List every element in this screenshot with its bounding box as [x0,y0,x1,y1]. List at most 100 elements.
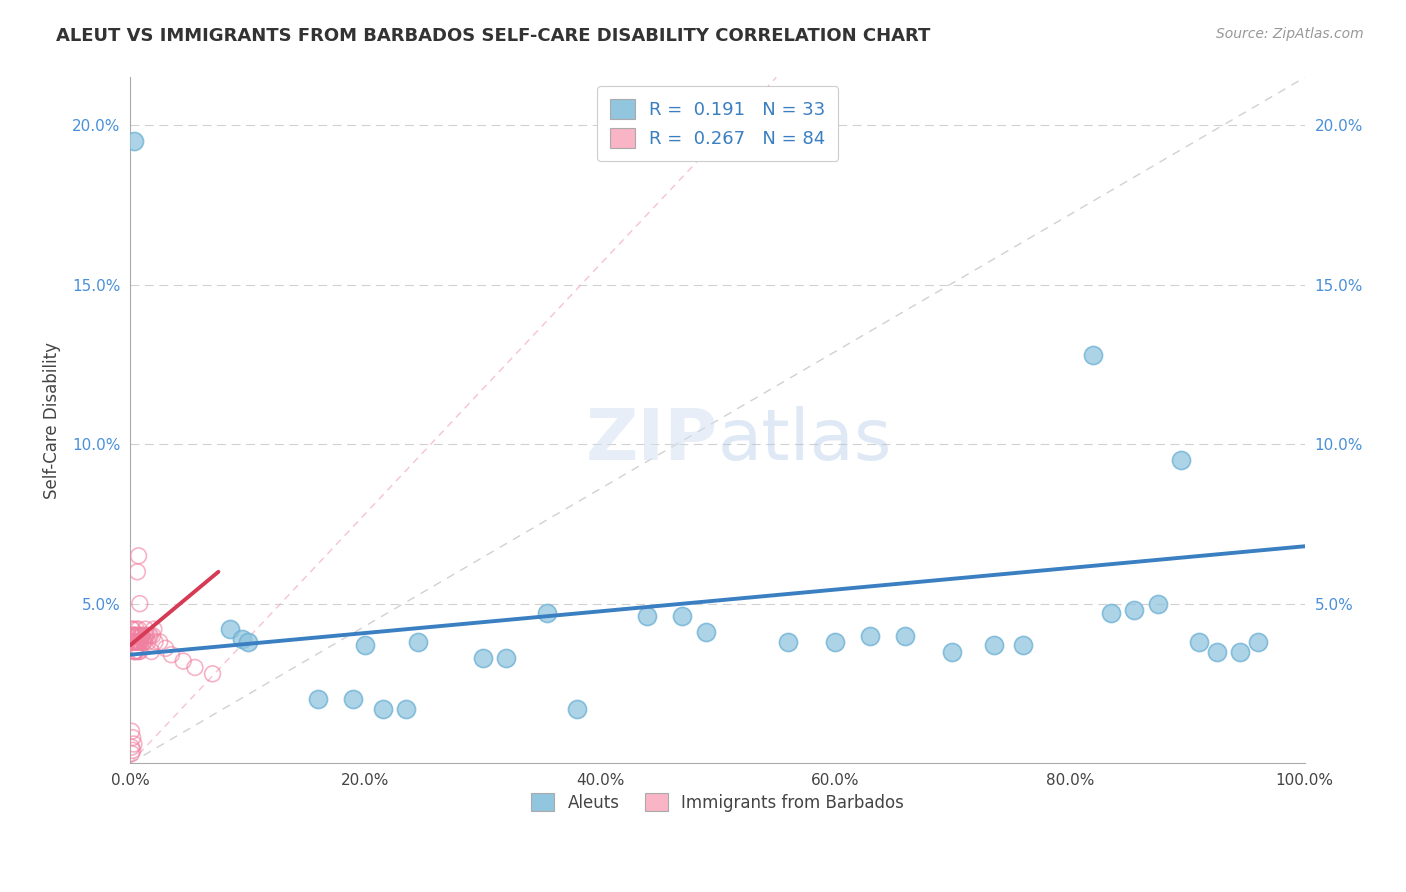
Point [121,740,143,755]
Point [121,731,143,745]
Point [131,629,153,643]
Point [128,644,150,658]
Point [354,638,377,652]
Point [132,635,155,649]
Point [121,747,143,761]
Point [127,635,149,649]
Point [122,629,145,643]
Point [122,737,145,751]
Point [121,635,143,649]
Point [128,622,150,636]
Point [565,702,588,716]
Point [125,635,148,649]
Point [138,629,160,643]
Point [371,702,394,716]
Point [121,635,143,649]
Point [122,629,145,643]
Point [125,635,148,649]
Point [122,134,145,148]
Point [127,629,149,643]
Point [219,622,242,636]
Point [121,629,143,643]
Point [201,666,224,681]
Point [128,635,150,649]
Point [135,629,157,643]
Legend: Aleuts, Immigrants from Barbados: Aleuts, Immigrants from Barbados [519,781,915,823]
Text: atlas: atlas [717,407,891,475]
Point [122,635,145,649]
Point [128,629,150,643]
Point [124,635,146,649]
Point [1123,603,1146,617]
Point [125,622,148,636]
Point [983,638,1005,652]
Point [495,651,517,665]
Point [122,629,145,643]
Point [121,635,143,649]
Point [149,635,172,649]
Point [536,606,558,620]
Point [121,629,143,643]
Point [184,660,207,674]
Point [471,651,494,665]
Point [121,622,143,636]
Point [395,702,418,716]
Point [671,609,693,624]
Point [231,632,253,646]
Point [127,629,149,643]
Point [121,724,143,739]
Point [139,629,162,643]
Point [124,629,146,643]
Point [125,635,148,649]
Point [128,597,150,611]
Point [125,635,148,649]
Point [1170,453,1192,467]
Point [124,629,146,643]
Point [236,635,259,649]
Point [121,635,143,649]
Point [1083,348,1105,362]
Point [134,635,156,649]
Point [135,622,157,636]
Point [127,635,149,649]
Point [125,644,148,658]
Point [1147,597,1170,611]
Point [129,629,152,643]
Point [122,635,145,649]
Point [136,635,159,649]
Point [128,644,150,658]
Point [307,692,329,706]
Point [894,629,917,643]
Point [128,549,150,563]
Point [941,644,963,658]
Point [121,743,143,757]
Y-axis label: Self-Care Disability: Self-Care Disability [44,342,60,499]
Text: ZIP: ZIP [585,407,717,475]
Point [131,629,153,643]
Point [129,629,152,643]
Point [121,635,143,649]
Point [1205,644,1227,658]
Point [134,629,156,643]
Point [1247,635,1270,649]
Point [155,641,177,656]
Point [406,635,429,649]
Point [859,629,882,643]
Point [142,622,165,636]
Point [141,644,163,658]
Point [121,622,143,636]
Point [1099,606,1122,620]
Point [128,635,150,649]
Text: Source: ZipAtlas.com: Source: ZipAtlas.com [1216,27,1364,41]
Point [127,635,149,649]
Point [1229,644,1251,658]
Point [142,629,165,643]
Point [127,565,149,579]
Point [124,629,146,643]
Point [1012,638,1035,652]
Point [121,629,143,643]
Point [131,629,153,643]
Point [636,609,658,624]
Point [122,644,145,658]
Point [124,629,146,643]
